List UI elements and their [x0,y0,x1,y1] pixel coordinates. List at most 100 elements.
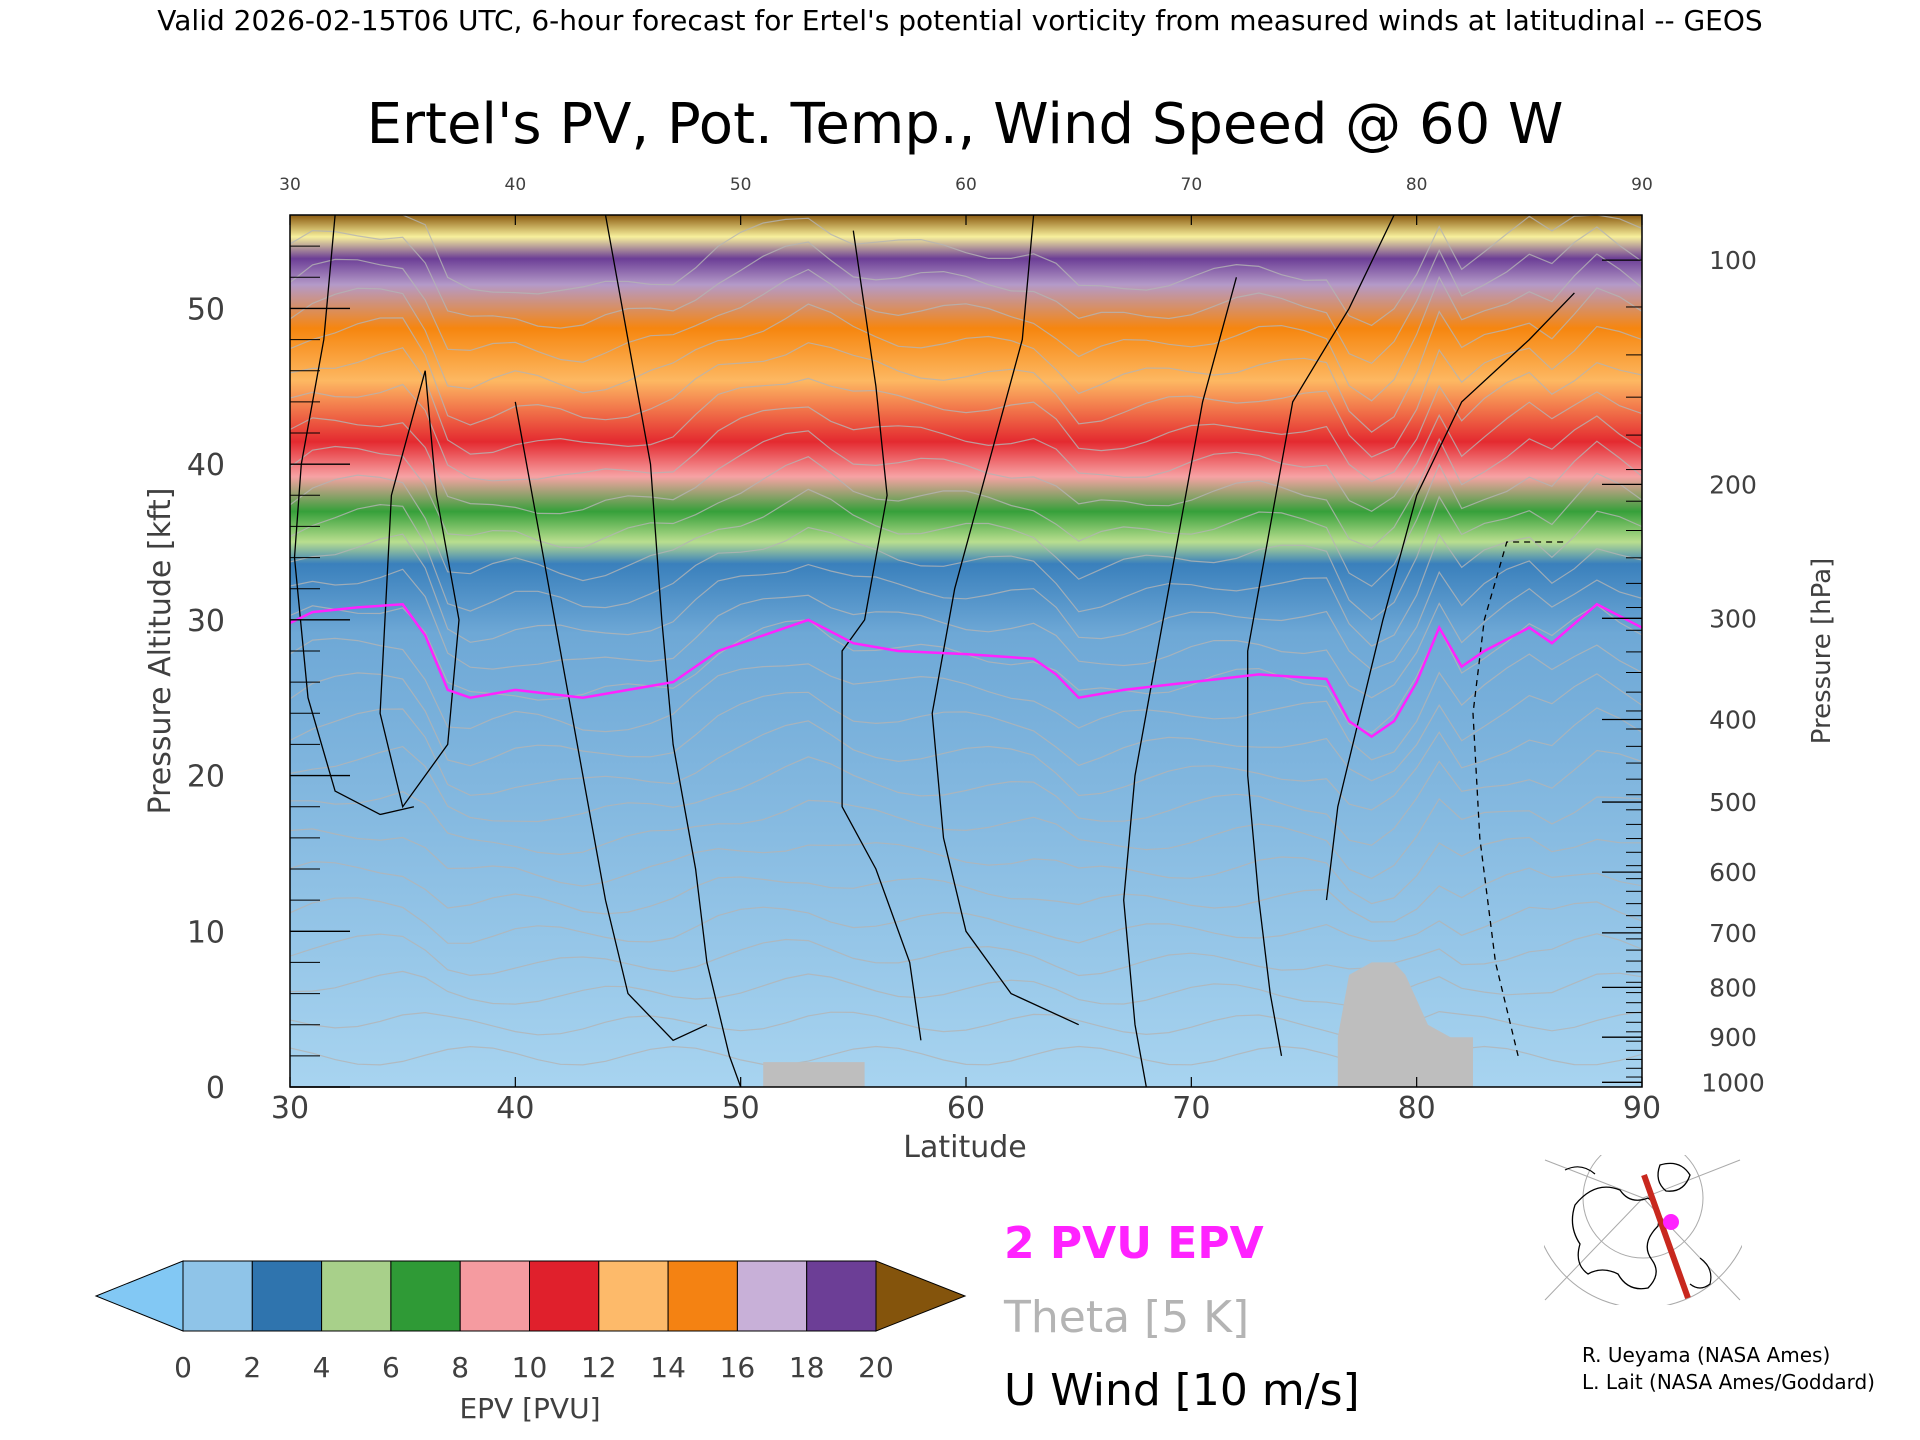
wind-contour-negative [1472,541,1564,1057]
theta-contour [290,707,1642,811]
x-tick-label-top: 40 [505,175,527,195]
wind-contour [293,215,415,816]
theta-contour [290,860,1642,923]
pressure-axis-ticks: 100 200 300 400 500 600 700 800 900 1000 [1602,246,1765,1097]
theta-contour [290,568,1642,699]
colorbar-tick-label: 10 [512,1351,548,1384]
map-location-marker [1663,1214,1679,1230]
x-tick-label: 40 [496,1091,534,1126]
pressure-tick-label: 800 [1709,973,1757,1002]
x-tick-label-top: 60 [955,175,977,195]
wind-contour [1325,292,1575,901]
colorbar-segments [182,1260,877,1332]
map-coastline [1571,1186,1660,1290]
topography-mask [763,962,1473,1087]
colorbar-segment [459,1260,531,1332]
pressure-tick-label: 700 [1709,919,1757,948]
map-meridian [1642,1159,1741,1199]
plot-area: 30 30 40 40 50 50 60 60 70 70 80 80 90 90 0 10 20 30 40 50… [187,175,1765,1126]
wind-contour [841,230,922,1041]
map-meridian [1544,1197,1644,1301]
tropopause-2pvu-line [290,602,1642,739]
theta-contour [290,533,1642,671]
pressure-tick-label: 500 [1709,788,1757,817]
wind-contours [293,215,1575,1087]
theta-contour [290,226,1642,365]
credit-line-1: R. Ueyama (NASA Ames) [1582,1343,1830,1367]
colorbar-tick-label: 0 [174,1351,192,1384]
colorbar-tick-label: 20 [858,1351,894,1384]
wind-contour [604,215,742,1087]
theta-contour [290,970,1642,1007]
x-tick-label: 90 [1623,1091,1661,1126]
header-line: Valid 2026-02-15T06 UTC, 6-hour forecast… [157,4,1762,37]
colorbar-tick-label: 8 [451,1351,469,1384]
pv-field [290,215,1642,1087]
chart-title: Ertel's PV, Pot. Temp., Wind Speed @ 60 … [367,92,1564,157]
wind-contour [379,370,460,809]
theta-contour [290,745,1642,846]
colorbar-over-arrow [875,1260,967,1332]
colorbar-segment [251,1260,323,1332]
theta-contour [290,672,1642,782]
colorbar-tick-label: 12 [581,1351,617,1384]
theta-contour [290,317,1642,458]
theta-contour [290,347,1642,483]
colorbar-segment [806,1260,877,1332]
pressure-tick-label: 100 [1709,246,1757,275]
y-tick-label: 40 [187,448,225,483]
wind-contour [1123,277,1238,1087]
colorbar-segment [529,1260,600,1332]
x-axis-label: Latitude [903,1130,1026,1165]
y-tick-label: 30 [187,604,225,639]
colorbar-tick-label: 6 [382,1351,400,1384]
x-tick-label-top: 90 [1631,175,1653,195]
wind-contour [514,401,708,1042]
colorbar-segment [667,1260,738,1332]
x-tick-label-top: 80 [1406,175,1428,195]
x-tick-label: 50 [722,1091,760,1126]
colorbar-segment [736,1260,808,1332]
y-axis-ticks: 0 10 20 30 40 50 [187,245,350,1106]
y-tick-label: 20 [187,760,225,795]
theta-contour [290,253,1642,402]
colorbar-label: EPV [PVU] [459,1392,600,1425]
colorbar-tick-label: 4 [313,1351,331,1384]
colorbar-segment [182,1260,253,1332]
x-tick-label: 60 [947,1091,985,1126]
pressure-tick-label: 400 [1709,706,1757,735]
colorbar-segment [390,1260,461,1332]
map-latitude-circle [1582,1155,1704,1259]
x-tick-label-top: 50 [730,175,752,195]
map-coastline [1564,1166,1596,1175]
x-tick-label: 70 [1172,1091,1210,1126]
pressure-tick-label: 300 [1709,604,1757,633]
colorbar-tick-label: 14 [650,1351,686,1384]
pressure-tick-label: 600 [1709,858,1757,887]
theta-contour [290,897,1642,944]
theta-contour [290,415,1642,549]
legend: 2 PVU EPV Theta [5 K] U Wind [10 m/s] [1003,1218,1360,1416]
map-meridian [1544,1159,1644,1199]
map-coastline [1689,1257,1712,1289]
x-tick-label: 80 [1398,1091,1436,1126]
theta-contour [290,440,1642,588]
colorbar-tick-label: 16 [720,1351,756,1384]
legend-tropopause: 2 PVU EPV [1004,1218,1264,1269]
y-tick-label: 10 [187,915,225,950]
map-cross-section-track [1641,1173,1691,1300]
theta-contour [290,828,1642,905]
pressure-axis-label: Pressure [hPa] [1807,558,1837,745]
map-coastline-greenland [1657,1162,1691,1192]
colorbar-segment [321,1260,392,1332]
x-tick-label: 30 [271,1091,309,1126]
y-axis-label: Pressure Altitude [kft] [143,488,178,815]
colorbar-under-arrow [94,1260,184,1332]
theta-contour [290,637,1642,761]
colorbar-segment [598,1260,669,1332]
theta-contour [290,933,1642,977]
pressure-tick-label: 900 [1709,1023,1757,1052]
colorbar-tick-label: 2 [243,1351,261,1384]
pressure-tick-label: 1000 [1701,1068,1765,1097]
